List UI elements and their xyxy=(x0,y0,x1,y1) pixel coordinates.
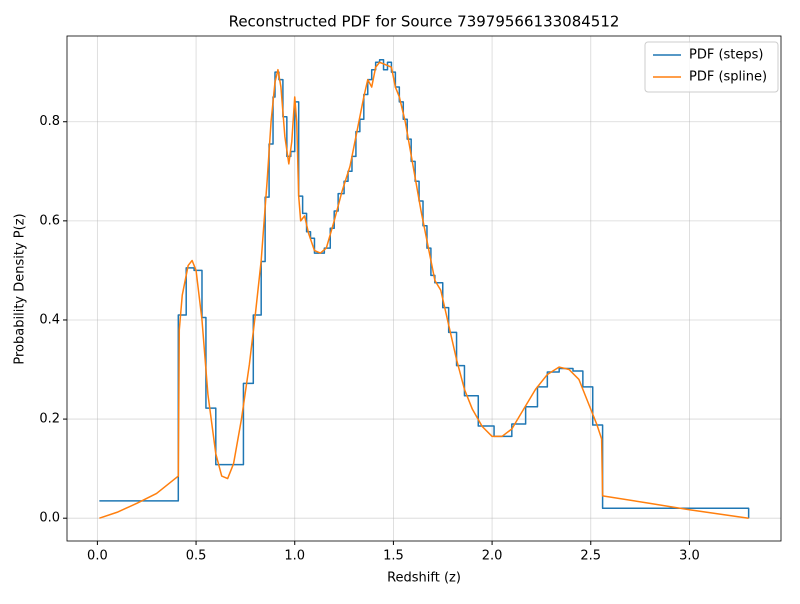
legend-label: PDF (spline) xyxy=(689,70,767,85)
y-axis-label: Probability Density P(z) xyxy=(13,213,28,364)
legend-label: PDF (steps) xyxy=(689,48,764,63)
x-tick-label: 0.0 xyxy=(87,549,108,564)
x-tick-label: 2.5 xyxy=(580,549,601,564)
series-line xyxy=(99,61,749,519)
x-axis-label: Redshift (z) xyxy=(387,571,461,586)
y-tick-label: 0.4 xyxy=(39,312,60,327)
plot-frame xyxy=(66,35,782,542)
x-tick-label: 0.5 xyxy=(186,549,207,564)
x-tick-label: 2.0 xyxy=(482,549,503,564)
x-tick-label: 3.0 xyxy=(679,549,700,564)
series-line xyxy=(99,59,750,519)
chart-title: Reconstructed PDF for Source 73979566133… xyxy=(229,13,620,31)
y-tick-label: 0.2 xyxy=(39,412,60,427)
x-tick-label: 1.5 xyxy=(383,549,404,564)
y-tick-label: 0.6 xyxy=(39,213,60,228)
x-tick-label: 1.0 xyxy=(284,549,305,564)
y-tick-label: 0.8 xyxy=(39,114,60,129)
y-tick-label: 0.0 xyxy=(39,511,60,526)
